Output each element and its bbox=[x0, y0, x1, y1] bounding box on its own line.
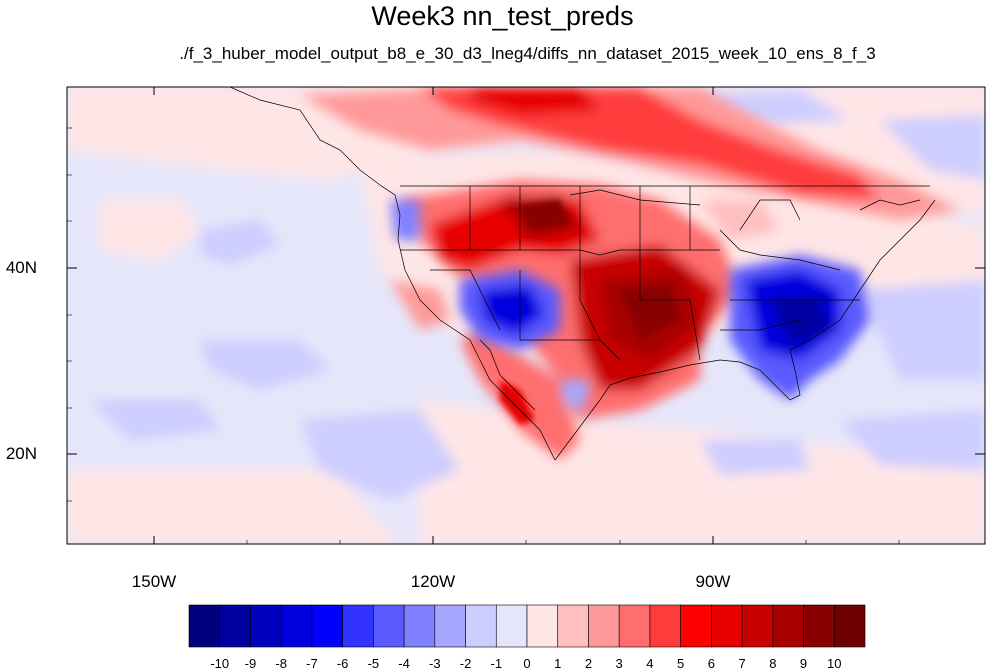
colorbar-label: 3 bbox=[615, 656, 623, 671]
colorbar-swatch bbox=[680, 604, 712, 648]
colorbar-label: -6 bbox=[336, 656, 349, 671]
colorbar-label: -4 bbox=[398, 656, 410, 671]
lon-label-150w: 150W bbox=[131, 572, 177, 591]
lat-label-40n: 40N bbox=[5, 258, 37, 277]
colorbar-label: -5 bbox=[367, 656, 380, 671]
axis-minor-ticks bbox=[67, 127, 900, 544]
lon-label-120w: 120W bbox=[410, 572, 456, 591]
map-title: Week3 nn_test_preds bbox=[371, 1, 634, 31]
lon-label-90w: 90W bbox=[695, 572, 731, 591]
colorbar-swatch bbox=[219, 604, 251, 648]
colorbar-label: 7 bbox=[738, 656, 746, 671]
axis-ticks bbox=[67, 87, 985, 544]
colorbar-label: -9 bbox=[244, 656, 257, 671]
colorbar-label: -8 bbox=[275, 656, 287, 671]
colorbar-label: 6 bbox=[707, 656, 715, 671]
colorbar-label: 10 bbox=[827, 656, 842, 671]
anomaly-field-blue bbox=[390, 200, 870, 410]
lat-label-20n: 20N bbox=[5, 444, 37, 463]
colorbar-swatch bbox=[280, 604, 313, 648]
colorbar-swatch bbox=[803, 604, 835, 648]
colorbar-swatch bbox=[188, 604, 221, 648]
colorbar-swatch bbox=[403, 604, 436, 648]
colorbar-label: 4 bbox=[646, 656, 654, 671]
colorbar-label: 8 bbox=[769, 656, 777, 671]
colorbar-label: -2 bbox=[459, 656, 472, 671]
colorbar-label: -10 bbox=[210, 656, 230, 671]
colorbar-swatch bbox=[618, 604, 651, 648]
colorbar-swatch bbox=[588, 604, 620, 648]
colorbar-swatch bbox=[311, 604, 343, 648]
colorbar-swatch bbox=[373, 604, 405, 648]
colorbar-label: -3 bbox=[429, 656, 441, 671]
colorbar-swatch bbox=[649, 604, 681, 648]
colorbar-swatch bbox=[465, 604, 497, 648]
colorbar-swatch bbox=[833, 604, 866, 648]
colorbar-swatch bbox=[495, 604, 528, 648]
colorbar-label: 9 bbox=[799, 656, 808, 671]
coastlines bbox=[229, 87, 936, 461]
colorbar-swatch bbox=[711, 604, 743, 648]
colorbar-swatch bbox=[772, 604, 804, 648]
map-subtitle: ./f_3_huber_model_output_b8_e_30_d3_lneg… bbox=[179, 44, 876, 63]
colorbar-swatch bbox=[342, 604, 374, 648]
colorbar-swatch bbox=[250, 604, 282, 648]
colorbar-label: 1 bbox=[554, 656, 562, 671]
anomaly-field-red-core bbox=[500, 200, 680, 425]
colorbar-swatch bbox=[434, 604, 466, 648]
colorbar-swatch bbox=[741, 604, 774, 648]
colorbar-swatch bbox=[557, 604, 589, 648]
colorbar-label: -7 bbox=[306, 656, 318, 671]
colorbar-label: 0 bbox=[523, 656, 531, 671]
colorbar-swatch bbox=[526, 604, 559, 648]
colorbar-label: -1 bbox=[490, 656, 503, 671]
colorbar-label: 5 bbox=[677, 656, 685, 671]
colorbar-label: 2 bbox=[584, 656, 593, 671]
